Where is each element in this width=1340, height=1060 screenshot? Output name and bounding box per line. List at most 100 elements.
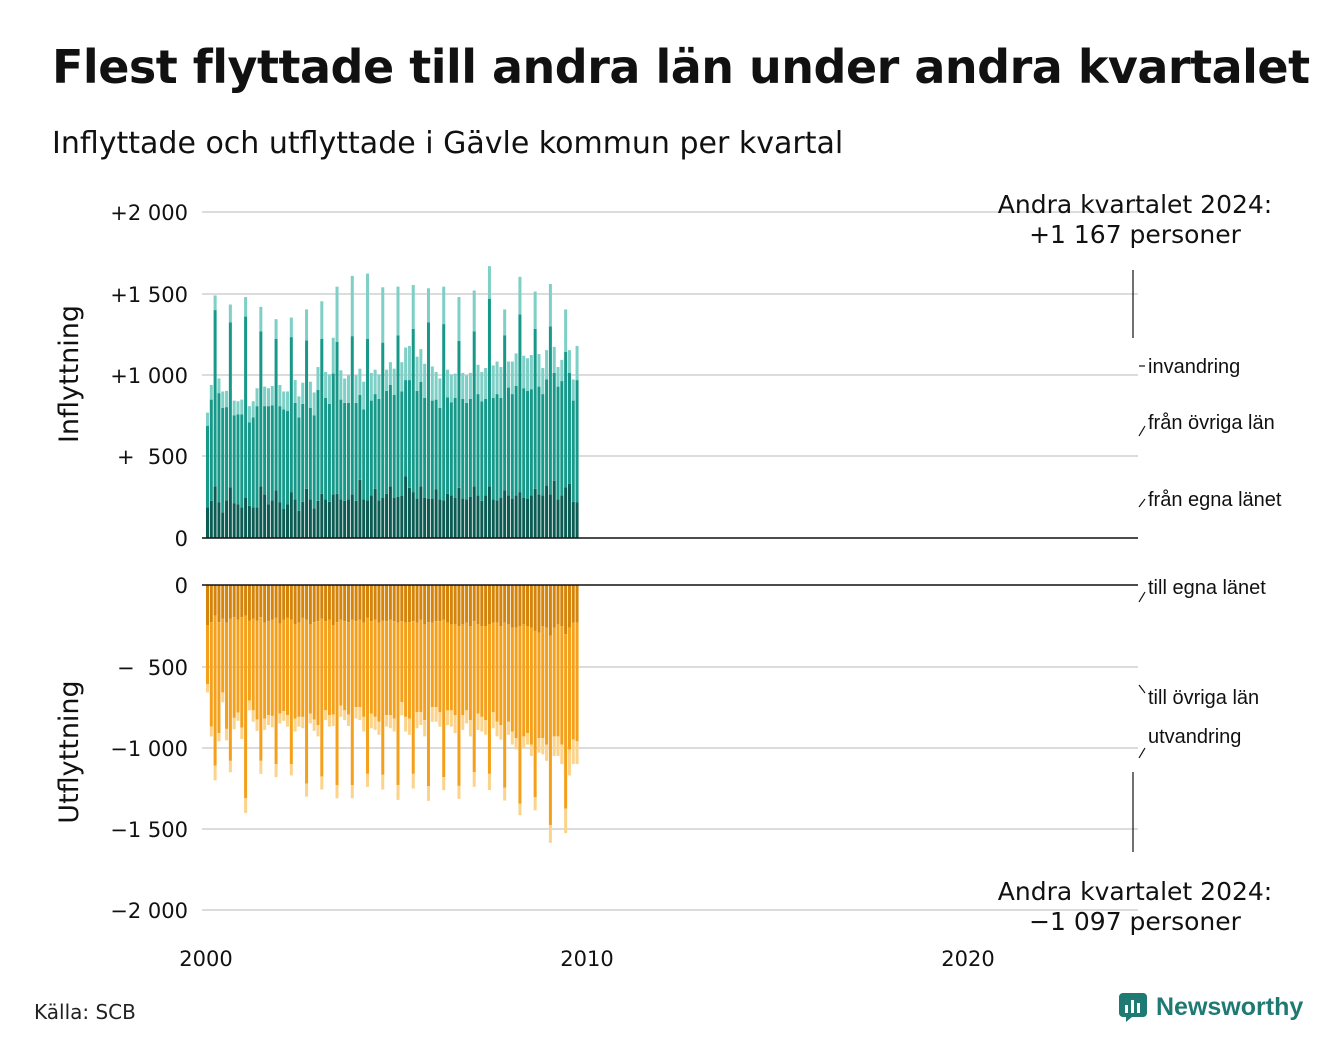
bar-fran-egna-lanet bbox=[407, 487, 411, 538]
bar-till-egna-lanet bbox=[213, 585, 217, 616]
bar-till-egna-lanet bbox=[278, 585, 282, 624]
bar-invandring bbox=[533, 291, 537, 329]
bar-utvandring bbox=[324, 710, 328, 721]
bar-invandring bbox=[266, 388, 270, 407]
bar-till-ovriga-lan bbox=[522, 624, 526, 737]
bar-fran-egna-lanet bbox=[335, 493, 339, 538]
bar-till-ovriga-lan bbox=[541, 626, 545, 739]
bar-fran-ovriga-lan bbox=[484, 398, 488, 496]
bar-utvandring bbox=[484, 720, 488, 735]
bar-utvandring bbox=[305, 783, 309, 797]
bar-invandring bbox=[453, 373, 457, 398]
bar-fran-ovriga-lan bbox=[236, 414, 240, 505]
bar-till-ovriga-lan bbox=[209, 622, 213, 727]
bar-utvandring bbox=[339, 705, 343, 717]
bar-invandring bbox=[232, 400, 236, 416]
bar-fran-ovriga-lan bbox=[282, 409, 286, 510]
bar-utvandring bbox=[343, 710, 347, 721]
bar-utvandring bbox=[453, 715, 457, 734]
bar-fran-egna-lanet bbox=[346, 499, 350, 538]
bar-till-egna-lanet bbox=[472, 585, 476, 622]
bar-fran-ovriga-lan bbox=[438, 407, 442, 500]
bar-till-egna-lanet bbox=[305, 585, 309, 620]
bar-till-egna-lanet bbox=[263, 585, 267, 623]
bar-till-ovriga-lan bbox=[453, 624, 457, 716]
xtick: 2020 bbox=[941, 947, 994, 971]
bar-till-egna-lanet bbox=[286, 585, 290, 618]
bar-fran-ovriga-lan bbox=[449, 402, 453, 496]
bar-till-ovriga-lan bbox=[343, 621, 347, 711]
bar-fran-egna-lanet bbox=[404, 476, 408, 538]
bar-fran-ovriga-lan bbox=[430, 400, 434, 499]
bar-fran-ovriga-lan bbox=[354, 402, 358, 501]
source-note: Källa: SCB bbox=[34, 1000, 136, 1024]
bar-utvandring bbox=[545, 744, 549, 761]
bar-till-ovriga-lan bbox=[301, 617, 305, 717]
bar-invandring bbox=[506, 361, 510, 388]
bar-fran-egna-lanet bbox=[442, 500, 446, 538]
bar-till-ovriga-lan bbox=[423, 624, 427, 721]
bar-utvandring bbox=[369, 713, 373, 729]
bar-till-egna-lanet bbox=[396, 585, 400, 623]
bar-till-ovriga-lan bbox=[411, 621, 415, 774]
bar-till-ovriga-lan bbox=[404, 622, 408, 717]
xtick: 2000 bbox=[179, 947, 232, 971]
bar-till-egna-lanet bbox=[289, 585, 293, 620]
bar-fran-ovriga-lan bbox=[510, 394, 514, 499]
bar-fran-egna-lanet bbox=[327, 501, 331, 538]
bar-fran-egna-lanet bbox=[228, 487, 232, 538]
bar-invandring bbox=[465, 375, 469, 403]
bar-fran-ovriga-lan bbox=[419, 381, 423, 487]
bar-utvandring bbox=[232, 717, 236, 730]
bar-fran-egna-lanet bbox=[560, 495, 564, 538]
bar-fran-ovriga-lan bbox=[366, 338, 370, 501]
bar-till-egna-lanet bbox=[442, 585, 446, 620]
bar-till-egna-lanet bbox=[480, 585, 484, 627]
bar-invandring bbox=[571, 379, 575, 401]
legend-label-fran-egna-lanet: från egna länet bbox=[1148, 489, 1282, 511]
bar-fran-ovriga-lan bbox=[305, 340, 309, 489]
bar-fran-ovriga-lan bbox=[426, 322, 430, 499]
bar-utvandring bbox=[350, 785, 354, 799]
bar-fran-ovriga-lan bbox=[225, 407, 229, 501]
ylabel-top: Inflyttning bbox=[54, 305, 85, 443]
bar-till-ovriga-lan bbox=[400, 621, 404, 703]
bar-invandring bbox=[529, 355, 533, 390]
bar-fran-ovriga-lan bbox=[289, 337, 293, 493]
bar-fran-egna-lanet bbox=[465, 499, 469, 538]
bar-invandring bbox=[377, 374, 381, 399]
bar-till-ovriga-lan bbox=[385, 621, 389, 716]
bar-fran-ovriga-lan bbox=[567, 372, 571, 484]
bar-till-ovriga-lan bbox=[324, 621, 328, 711]
bar-till-ovriga-lan bbox=[392, 621, 396, 719]
bar-till-ovriga-lan bbox=[312, 622, 316, 720]
bar-fran-egna-lanet bbox=[282, 509, 286, 538]
bar-fran-egna-lanet bbox=[419, 486, 423, 538]
bar-utvandring bbox=[411, 773, 415, 789]
bar-fran-ovriga-lan bbox=[556, 386, 560, 500]
bar-till-ovriga-lan bbox=[266, 621, 270, 716]
bar-utvandring bbox=[510, 731, 514, 745]
bar-fran-ovriga-lan bbox=[346, 402, 350, 500]
bar-fran-ovriga-lan bbox=[278, 406, 282, 503]
bar-till-ovriga-lan bbox=[533, 630, 537, 798]
bar-fran-ovriga-lan bbox=[392, 394, 396, 498]
bar-fran-egna-lanet bbox=[209, 500, 213, 538]
bar-till-egna-lanet bbox=[259, 585, 263, 618]
bar-fran-egna-lanet bbox=[308, 499, 312, 538]
ytick-bottom: −2 000 bbox=[110, 899, 188, 923]
bar-invandring bbox=[339, 370, 343, 400]
bar-invandring bbox=[567, 350, 571, 373]
bar-utvandring bbox=[472, 772, 476, 787]
bar-fran-egna-lanet bbox=[526, 498, 530, 538]
bar-fran-ovriga-lan bbox=[442, 324, 446, 501]
bar-utvandring bbox=[270, 715, 274, 728]
bar-fran-ovriga-lan bbox=[297, 417, 301, 511]
bar-till-ovriga-lan bbox=[476, 624, 480, 714]
bar-invandring bbox=[503, 309, 507, 336]
bar-fran-egna-lanet bbox=[484, 495, 488, 538]
bar-invandring bbox=[468, 372, 472, 399]
bar-utvandring bbox=[468, 720, 472, 737]
bar-till-ovriga-lan bbox=[228, 618, 232, 761]
bar-till-ovriga-lan bbox=[575, 622, 579, 742]
